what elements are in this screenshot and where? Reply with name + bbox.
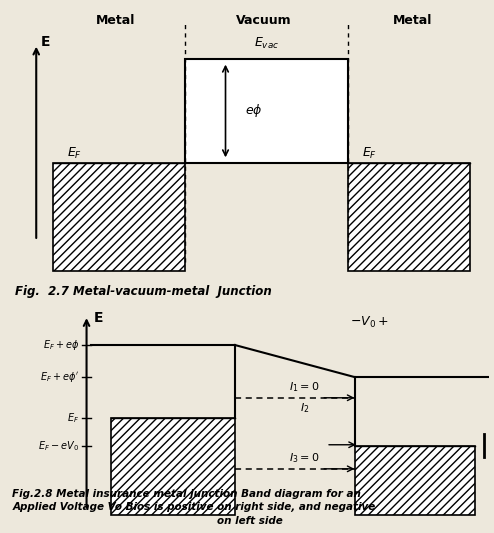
- Text: $- V_0 +$: $- V_0 +$: [350, 315, 389, 330]
- Text: $E_{vac}$: $E_{vac}$: [254, 36, 279, 51]
- Text: on left side: on left side: [216, 516, 283, 526]
- Text: $I_1 = 0$: $I_1 = 0$: [289, 381, 320, 394]
- Text: Fig.  2.7 Metal-vacuum-metal  Junction: Fig. 2.7 Metal-vacuum-metal Junction: [15, 285, 271, 297]
- Bar: [53, 163, 185, 271]
- Text: E: E: [94, 311, 103, 325]
- Bar: [348, 163, 470, 271]
- Text: Fig.2.8 Metal insurance metal junction Band diagram for an: Fig.2.8 Metal insurance metal junction B…: [12, 489, 361, 499]
- Text: $e\phi$: $e\phi$: [245, 102, 262, 119]
- Text: $E_F$: $E_F$: [67, 411, 80, 425]
- Bar: [348, 163, 470, 271]
- Text: $E_F + e\phi'$: $E_F + e\phi'$: [40, 370, 80, 384]
- Bar: [111, 418, 235, 515]
- Text: Metal: Metal: [96, 14, 135, 27]
- Bar: [355, 446, 475, 515]
- Text: $E_F - eV_0$: $E_F - eV_0$: [39, 439, 80, 453]
- Text: $I_2$: $I_2$: [300, 401, 309, 415]
- Bar: [185, 59, 348, 163]
- Text: $E_F$: $E_F$: [362, 146, 377, 161]
- Bar: [53, 163, 185, 271]
- Text: Applied Voltage Vo Bios is positive on right side, and negative: Applied Voltage Vo Bios is positive on r…: [12, 503, 375, 512]
- Bar: [355, 446, 475, 515]
- Text: E: E: [41, 35, 50, 49]
- Text: Metal: Metal: [393, 14, 432, 27]
- Bar: [111, 418, 235, 515]
- Text: $E_F$: $E_F$: [67, 146, 82, 161]
- Text: $I_3 = 0$: $I_3 = 0$: [289, 451, 320, 465]
- Text: Vacuum: Vacuum: [236, 14, 291, 27]
- Text: $E_F + e\phi$: $E_F + e\phi$: [43, 338, 80, 352]
